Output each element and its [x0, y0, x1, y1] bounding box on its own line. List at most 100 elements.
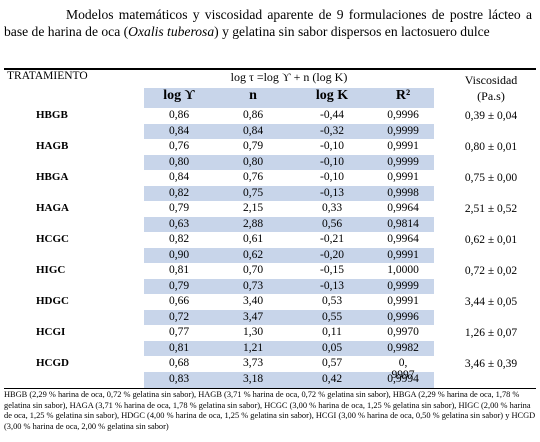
table-cell: -0,21 [320, 233, 344, 245]
column-header-r2: R² [395, 88, 411, 103]
table-cell: 0,80 [168, 155, 190, 168]
table-cell: 0,73 [242, 279, 264, 292]
table-cell: 0,77 [168, 326, 190, 338]
table-cell: 3,18 [242, 372, 264, 385]
viscosity-value: 0,75 ± 0,00 [464, 172, 518, 184]
table-cell: 0,86 [168, 109, 190, 121]
table-cell: 0,84 [168, 171, 190, 183]
table-cell: 0,42 [321, 372, 343, 385]
header-viscosity-label: Viscosidad [464, 73, 518, 87]
table-cell: -0,13 [320, 186, 344, 199]
table-cell: -0,20 [320, 248, 344, 261]
table-cell: 0,9964 [387, 202, 419, 214]
table-cell: 0,63 [168, 217, 190, 230]
row-label-7: HCGI [36, 326, 66, 338]
viscosity-value: 3,44 ± 0,05 [464, 296, 518, 308]
row-label-6: HDGC [36, 295, 69, 307]
table-cell: 0,9991 [387, 171, 419, 183]
viscosity-value: 1,26 ± 0,07 [464, 327, 518, 339]
table-cell: 0,9814 [387, 217, 419, 230]
viscosity-value: 0,62 ± 0,01 [464, 234, 518, 246]
row-label-1: HAGB [36, 140, 69, 152]
table-cell: 0,80 [242, 155, 264, 168]
header-treatment: TRATAMIENTO [7, 70, 88, 82]
row-label-0: HBGB [36, 109, 68, 121]
table-cell: 0,9994 [387, 372, 419, 385]
table-cell: 0,55 [321, 310, 343, 323]
viscosity-value: 0,39 ± 0,04 [464, 110, 518, 122]
row-label-8: HCGD [36, 357, 69, 369]
table-cell: 0,05 [321, 341, 343, 354]
table-cell: 0,70 [242, 264, 264, 276]
r2-split-part: 0, [398, 357, 408, 369]
viscosity-value: 3,46 ± 0,39 [464, 358, 518, 370]
table-cell: 0,9999 [387, 155, 419, 168]
table-cell: 0,11 [322, 326, 342, 338]
table-cell: 0,9964 [387, 233, 419, 245]
table-cell: 0,33 [321, 202, 343, 214]
row-label-2: HBGA [36, 171, 69, 183]
table-bottom-rule [4, 388, 536, 389]
table-cell: 0,82 [168, 186, 190, 199]
table-top-rule [4, 68, 536, 70]
table-cell: 0,9970 [387, 326, 419, 338]
table-cell: 0,84 [242, 124, 264, 137]
table-cell: -0,32 [320, 124, 344, 137]
table-cell: 1,30 [242, 326, 264, 338]
column-header-n: n [249, 88, 257, 103]
table-cell: 0,9998 [387, 186, 419, 199]
table-cell: 0,83 [168, 372, 190, 385]
table-cell: -0,44 [320, 109, 344, 121]
table-cell: 1,21 [242, 341, 264, 354]
header-viscosity: Viscosidad (Pa.s) [446, 72, 536, 104]
table-cell: -0,15 [320, 264, 344, 276]
table-cell: 0,57 [321, 357, 343, 369]
table-cell: 0,90 [168, 248, 190, 261]
table-cell: 0,56 [321, 217, 343, 230]
table-caption: Modelos matemáticos y viscosidad aparent… [4, 6, 532, 40]
table-cell: 0,79 [168, 279, 190, 292]
viscosity-value: 0,72 ± 0,02 [464, 265, 518, 277]
column-header-log-k: log K [315, 88, 349, 103]
row-label-4: HCGC [36, 233, 69, 245]
table-cell: 0,9999 [387, 279, 419, 292]
table-cell: 0,9999 [387, 124, 419, 137]
viscosity-value: 2,51 ± 0,52 [464, 203, 518, 215]
row-label-5: HIGC [36, 264, 66, 276]
table-cell: 2,15 [242, 202, 264, 214]
table-cell: 0,82 [168, 233, 190, 245]
table-cell: 0,76 [242, 171, 264, 183]
table-cell: -0,10 [320, 140, 344, 152]
table-cell: 0,53 [321, 295, 343, 307]
header-equation: log τ =log ϒ + n (log K) [230, 70, 348, 84]
table-cell: -0,10 [320, 171, 344, 183]
table-cell: 0,76 [168, 140, 190, 152]
table-cell: 0,81 [168, 341, 190, 354]
table-cell: 0,79 [168, 202, 190, 214]
table-cell: 3,47 [242, 310, 264, 323]
column-header-log-gamma: log ϒ [163, 88, 195, 103]
row-label-3: HAGA [36, 202, 69, 214]
table-cell: 0,84 [168, 124, 190, 137]
table-cell: -0,13 [320, 279, 344, 292]
table-cell: 1,0000 [387, 264, 419, 276]
table-cell: 0,72 [168, 310, 190, 323]
table-cell: 0,68 [168, 357, 190, 369]
table-cell: 0,81 [168, 264, 190, 276]
caption-species: Oxalis tuberosa [128, 24, 215, 39]
table-cell: 0,9991 [387, 140, 419, 152]
table-cell: 0,9996 [387, 310, 419, 323]
caption-text-2: ) y gelatina sin sabor dispersos en lact… [214, 24, 490, 39]
table-cell: 0,9982 [387, 341, 419, 354]
table-cell: 0,66 [168, 295, 190, 307]
caption-text-1: Modelos matemáticos y viscosidad aparent… [4, 7, 532, 39]
viscosity-value: 0,80 ± 0,01 [464, 141, 518, 153]
table-cell: 0,62 [242, 248, 264, 261]
table-cell: 0,86 [242, 109, 264, 121]
table-cell: 0,9996 [387, 109, 419, 121]
table-cell: 0,79 [242, 140, 264, 152]
r2-split-cell: 0, 9997 [372, 357, 434, 381]
table-cell: 0,9991 [387, 248, 419, 261]
table-cell: 0,9991 [387, 295, 419, 307]
table-cell: -0,10 [320, 155, 344, 168]
